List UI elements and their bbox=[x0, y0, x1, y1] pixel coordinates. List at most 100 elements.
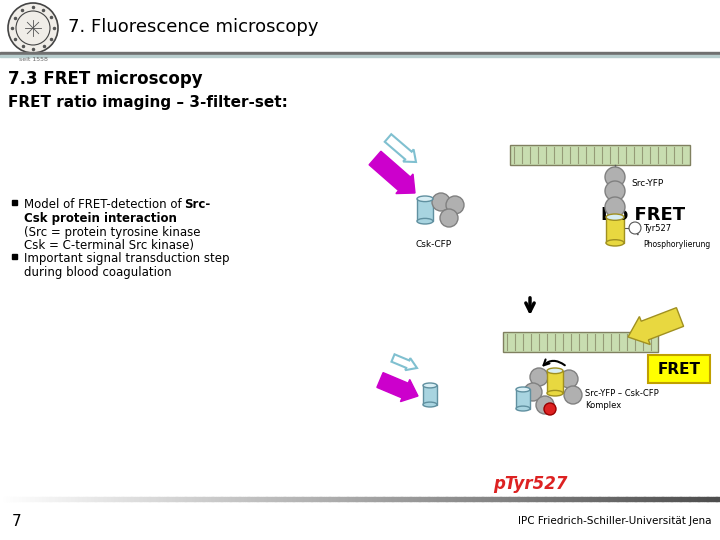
Bar bbox=[47, 497, 49, 501]
Bar bbox=[549, 497, 551, 501]
Bar bbox=[198, 497, 200, 501]
Bar bbox=[544, 497, 546, 501]
Bar bbox=[616, 497, 618, 501]
Bar bbox=[223, 497, 225, 501]
Bar bbox=[547, 497, 549, 501]
Bar bbox=[338, 497, 341, 501]
Bar bbox=[569, 497, 571, 501]
Text: 7.3 FRET microscopy: 7.3 FRET microscopy bbox=[8, 70, 202, 88]
Bar bbox=[596, 497, 598, 501]
Bar bbox=[73, 497, 76, 501]
Bar bbox=[376, 497, 378, 501]
Bar bbox=[380, 497, 382, 501]
Bar bbox=[369, 497, 371, 501]
Bar bbox=[251, 497, 252, 501]
Bar bbox=[619, 497, 621, 501]
Bar bbox=[562, 497, 564, 501]
Bar bbox=[126, 497, 128, 501]
Bar bbox=[227, 497, 229, 501]
Bar bbox=[272, 497, 274, 501]
Bar bbox=[122, 497, 125, 501]
Ellipse shape bbox=[629, 222, 641, 234]
Bar bbox=[107, 497, 108, 501]
Bar bbox=[521, 497, 522, 501]
Bar bbox=[414, 497, 416, 501]
Bar bbox=[675, 497, 677, 501]
Bar bbox=[72, 497, 74, 501]
Bar bbox=[143, 497, 144, 501]
Ellipse shape bbox=[423, 402, 437, 407]
Bar bbox=[11, 497, 13, 501]
Bar bbox=[295, 497, 297, 501]
Bar bbox=[373, 497, 374, 501]
Bar bbox=[65, 497, 67, 501]
Bar bbox=[650, 497, 652, 501]
Ellipse shape bbox=[560, 370, 578, 388]
Bar bbox=[439, 497, 441, 501]
Bar bbox=[621, 497, 623, 501]
Bar bbox=[371, 497, 373, 501]
Bar bbox=[104, 497, 107, 501]
Bar bbox=[92, 497, 94, 501]
Bar bbox=[164, 497, 166, 501]
Bar bbox=[140, 497, 143, 501]
Bar bbox=[130, 497, 132, 501]
Bar bbox=[405, 497, 407, 501]
Bar bbox=[542, 497, 544, 501]
Bar bbox=[614, 497, 616, 501]
Bar bbox=[194, 497, 197, 501]
Bar bbox=[433, 497, 436, 501]
Bar bbox=[457, 497, 459, 501]
Bar bbox=[348, 497, 349, 501]
Bar bbox=[634, 497, 636, 501]
Bar bbox=[389, 497, 391, 501]
Bar bbox=[558, 497, 560, 501]
Bar bbox=[392, 497, 395, 501]
Bar bbox=[115, 497, 117, 501]
Bar bbox=[443, 497, 445, 501]
Bar bbox=[83, 497, 85, 501]
Bar bbox=[18, 497, 20, 501]
Bar bbox=[403, 497, 405, 501]
Bar bbox=[704, 497, 706, 501]
Bar bbox=[608, 497, 611, 501]
Bar bbox=[484, 497, 486, 501]
Ellipse shape bbox=[530, 368, 548, 386]
Bar bbox=[176, 497, 179, 501]
Bar bbox=[261, 497, 263, 501]
Bar bbox=[248, 497, 251, 501]
Bar bbox=[133, 497, 135, 501]
Bar bbox=[402, 497, 403, 501]
Bar bbox=[385, 497, 387, 501]
Bar bbox=[184, 497, 186, 501]
Bar bbox=[539, 497, 540, 501]
Bar bbox=[53, 497, 54, 501]
Bar bbox=[492, 497, 493, 501]
Bar bbox=[452, 497, 454, 501]
Bar bbox=[665, 497, 666, 501]
Bar bbox=[668, 497, 670, 501]
Bar bbox=[498, 497, 500, 501]
Bar bbox=[205, 497, 207, 501]
Text: Csk protein interaction: Csk protein interaction bbox=[24, 212, 177, 225]
Circle shape bbox=[8, 3, 58, 53]
Bar bbox=[412, 497, 414, 501]
Bar bbox=[99, 497, 101, 501]
Ellipse shape bbox=[524, 383, 542, 401]
Ellipse shape bbox=[417, 196, 433, 201]
Bar bbox=[254, 497, 256, 501]
Bar bbox=[157, 497, 158, 501]
Bar bbox=[144, 497, 146, 501]
Bar bbox=[641, 497, 643, 501]
Text: Csk = C-terminal Src kinase): Csk = C-terminal Src kinase) bbox=[24, 239, 194, 252]
Bar bbox=[516, 389, 530, 409]
Bar bbox=[576, 497, 578, 501]
Ellipse shape bbox=[516, 406, 530, 411]
Bar bbox=[25, 497, 27, 501]
Text: Csk-CFP: Csk-CFP bbox=[415, 240, 451, 249]
Bar bbox=[4, 497, 6, 501]
Ellipse shape bbox=[423, 383, 437, 388]
Bar bbox=[85, 497, 86, 501]
Bar bbox=[174, 497, 176, 501]
Bar bbox=[50, 497, 53, 501]
